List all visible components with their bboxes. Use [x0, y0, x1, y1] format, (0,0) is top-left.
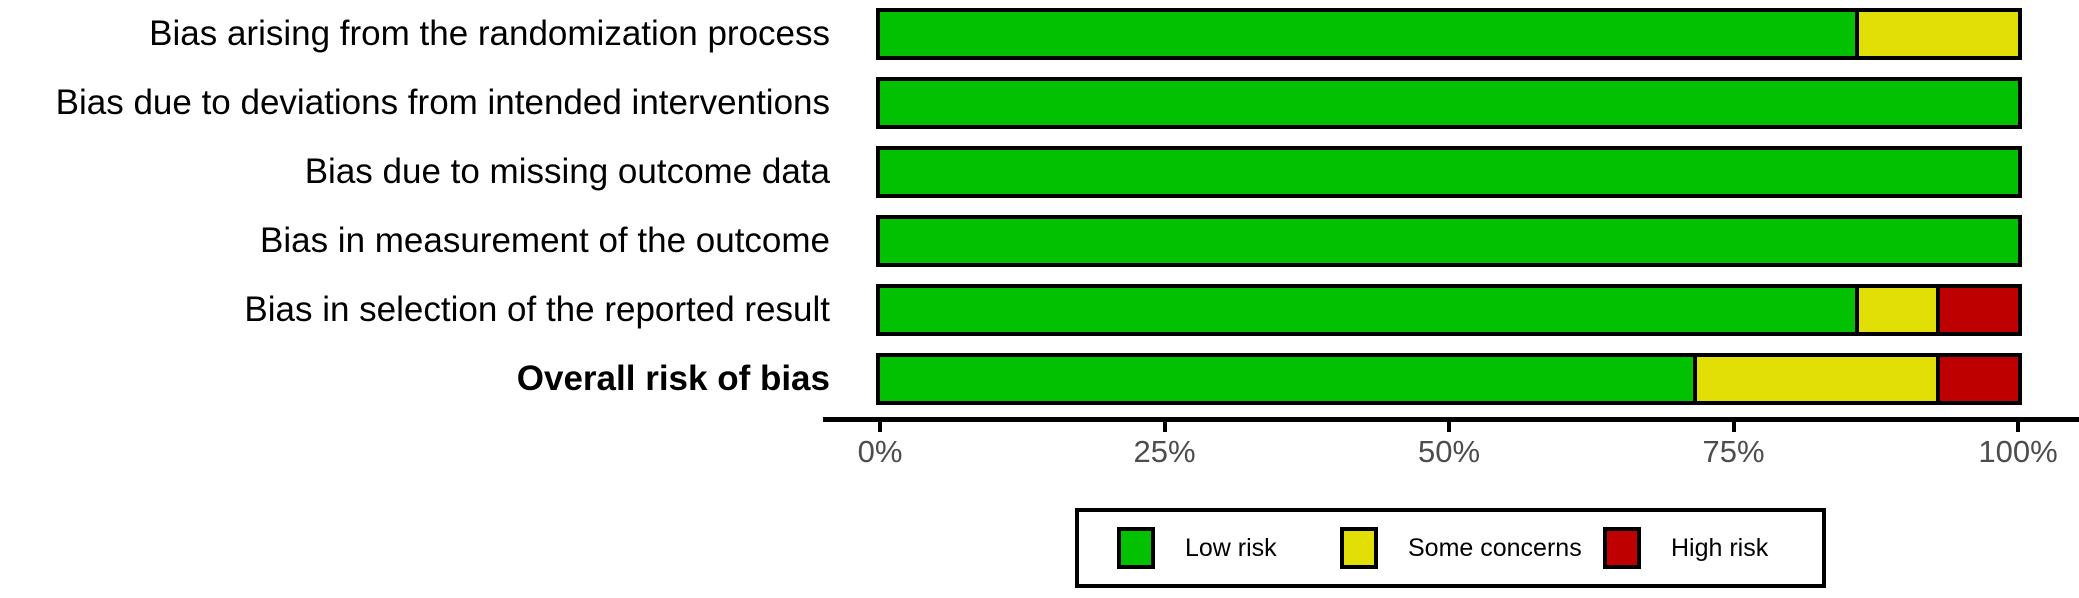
segment-low-risk [880, 81, 2018, 125]
segment-low-risk [880, 150, 2018, 194]
x-axis-line [823, 417, 2079, 422]
high-risk-swatch-icon [1603, 527, 1641, 569]
segment-some-concerns [1855, 12, 2018, 56]
x-axis-tick-100 [2016, 418, 2020, 432]
risk-bar-bias-due-to-missing-outcome-data [876, 146, 2022, 198]
some-concerns-swatch-icon [1340, 527, 1378, 569]
segment-some-concerns [1855, 288, 1937, 332]
category-label-bias-in-measurement-of-the-outcome: Bias in measurement of the outcome [259, 221, 830, 260]
segment-some-concerns [1692, 357, 1937, 401]
x-axis-tick-25 [1162, 418, 1167, 432]
risk-bar-bias-in-measurement-of-the-outcome [876, 215, 2022, 267]
low-risk-swatch-icon [1117, 527, 1155, 569]
legend-item-low-risk: Low risk [1117, 512, 1277, 584]
legend-label-high-risk: High risk [1671, 533, 1769, 562]
legend-label-low-risk: Low risk [1185, 533, 1277, 562]
x-axis-tick-75 [1731, 418, 1736, 432]
segment-high-risk [1936, 357, 2018, 401]
x-axis-tick-label-100: 100% [1978, 434, 2058, 469]
segment-low-risk [880, 288, 1856, 332]
category-label-bias-arising-from-the-randomization-process: Bias arising from the randomization proc… [149, 14, 830, 53]
x-axis-tick-0 [878, 418, 882, 432]
risk-bar-overall-risk-of-bias [876, 353, 2022, 405]
category-label-bias-due-to-missing-outcome-data: Bias due to missing outcome data [304, 152, 830, 191]
legend-item-some-concerns: Some concerns [1340, 512, 1582, 584]
risk-bar-bias-in-selection-of-the-reported-result [876, 284, 2022, 336]
x-axis-tick-label-50: 50% [1417, 434, 1481, 469]
risk-bar-bias-due-to-deviations-from-intended-interventions [876, 77, 2022, 129]
category-label-bias-in-selection-of-the-reported-result: Bias in selection of the reported result [244, 290, 830, 329]
legend: Low risk Some concerns High risk [1075, 508, 1826, 588]
x-axis-tick-label-25: 25% [1133, 434, 1196, 469]
x-axis-tick-label-0: 0% [857, 434, 903, 469]
risk-bar-bias-arising-from-the-randomization-process [876, 8, 2022, 60]
legend-item-high-risk: High risk [1603, 512, 1768, 584]
segment-low-risk [880, 12, 1856, 56]
x-axis-tick-label-75: 75% [1702, 434, 1765, 469]
segment-low-risk [880, 357, 1693, 401]
segment-low-risk [880, 219, 2018, 263]
x-axis-tick-50 [1447, 418, 1451, 432]
legend-label-some-concerns: Some concerns [1408, 533, 1582, 562]
category-label-overall-risk-of-bias: Overall risk of bias [516, 359, 830, 398]
segment-high-risk [1936, 288, 2018, 332]
category-label-bias-due-to-deviations-from-intended-interventions: Bias due to deviations from intended int… [55, 83, 830, 122]
